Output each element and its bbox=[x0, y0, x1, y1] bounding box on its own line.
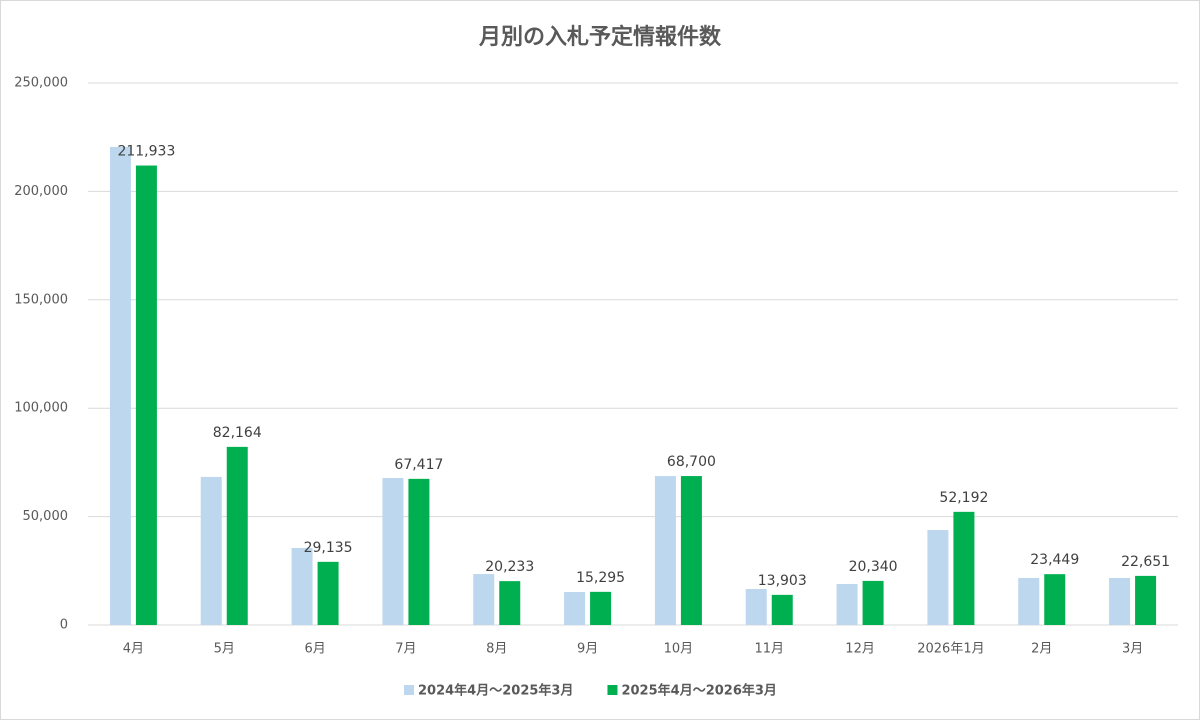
bar bbox=[317, 561, 339, 625]
x-tick-label: 4月 bbox=[123, 642, 144, 657]
x-tick-label: 3月 bbox=[1122, 642, 1143, 657]
data-label: 68,700 bbox=[667, 454, 716, 470]
bar bbox=[473, 574, 495, 625]
bar bbox=[680, 476, 702, 625]
bar bbox=[499, 581, 521, 625]
bar bbox=[836, 584, 858, 625]
y-tick-label: 0 bbox=[60, 618, 68, 633]
x-tick-label: 10月 bbox=[664, 642, 694, 657]
bar bbox=[382, 478, 404, 625]
bar bbox=[408, 478, 430, 625]
y-tick-label: 50,000 bbox=[23, 509, 69, 524]
x-tick-label: 5月 bbox=[214, 642, 235, 657]
x-tick-label: 9月 bbox=[577, 642, 598, 657]
bar bbox=[654, 476, 676, 625]
data-label: 22,651 bbox=[1121, 554, 1170, 570]
data-label: 211,933 bbox=[117, 144, 175, 160]
bar bbox=[590, 591, 612, 625]
legend-swatch bbox=[607, 685, 618, 695]
data-label: 52,192 bbox=[939, 490, 988, 506]
data-label: 67,417 bbox=[394, 457, 443, 473]
y-tick-label: 150,000 bbox=[14, 292, 68, 307]
x-tick-label: 7月 bbox=[395, 642, 416, 657]
bar bbox=[953, 511, 975, 625]
x-tick-label: 2月 bbox=[1031, 642, 1052, 657]
bar bbox=[927, 530, 949, 625]
bar bbox=[1135, 575, 1157, 625]
bar bbox=[564, 592, 586, 625]
legend-label: 2025年4月～2026年3月 bbox=[621, 683, 776, 699]
chart-title: 月別の入札予定情報件数 bbox=[478, 24, 722, 50]
x-tick-label: 12月 bbox=[845, 642, 875, 657]
legend-swatch bbox=[404, 685, 414, 695]
x-tick-label: 2026年1月 bbox=[917, 642, 984, 657]
data-label: 15,295 bbox=[576, 570, 625, 586]
bar bbox=[1044, 574, 1066, 625]
x-tick-label: 8月 bbox=[486, 642, 507, 657]
x-tick-label: 11月 bbox=[754, 642, 784, 657]
data-label: 23,449 bbox=[1030, 552, 1079, 568]
x-tick-label: 6月 bbox=[304, 642, 325, 657]
bar bbox=[200, 476, 222, 625]
bar bbox=[109, 146, 131, 625]
bar bbox=[745, 589, 767, 625]
bar bbox=[862, 580, 884, 625]
bar bbox=[135, 165, 157, 626]
data-label: 13,903 bbox=[758, 573, 807, 589]
bar bbox=[1018, 577, 1040, 625]
data-label: 82,164 bbox=[213, 425, 262, 441]
bar bbox=[226, 446, 248, 625]
data-label: 20,233 bbox=[485, 559, 534, 575]
bar bbox=[1109, 577, 1131, 625]
legend-label: 2024年4月～2025年3月 bbox=[418, 683, 573, 699]
y-tick-label: 200,000 bbox=[14, 184, 68, 199]
bar bbox=[771, 594, 793, 625]
data-label: 20,340 bbox=[849, 559, 898, 575]
y-tick-label: 250,000 bbox=[14, 76, 68, 91]
data-label: 29,135 bbox=[304, 540, 353, 556]
y-tick-label: 100,000 bbox=[14, 401, 68, 416]
bar bbox=[291, 548, 313, 625]
